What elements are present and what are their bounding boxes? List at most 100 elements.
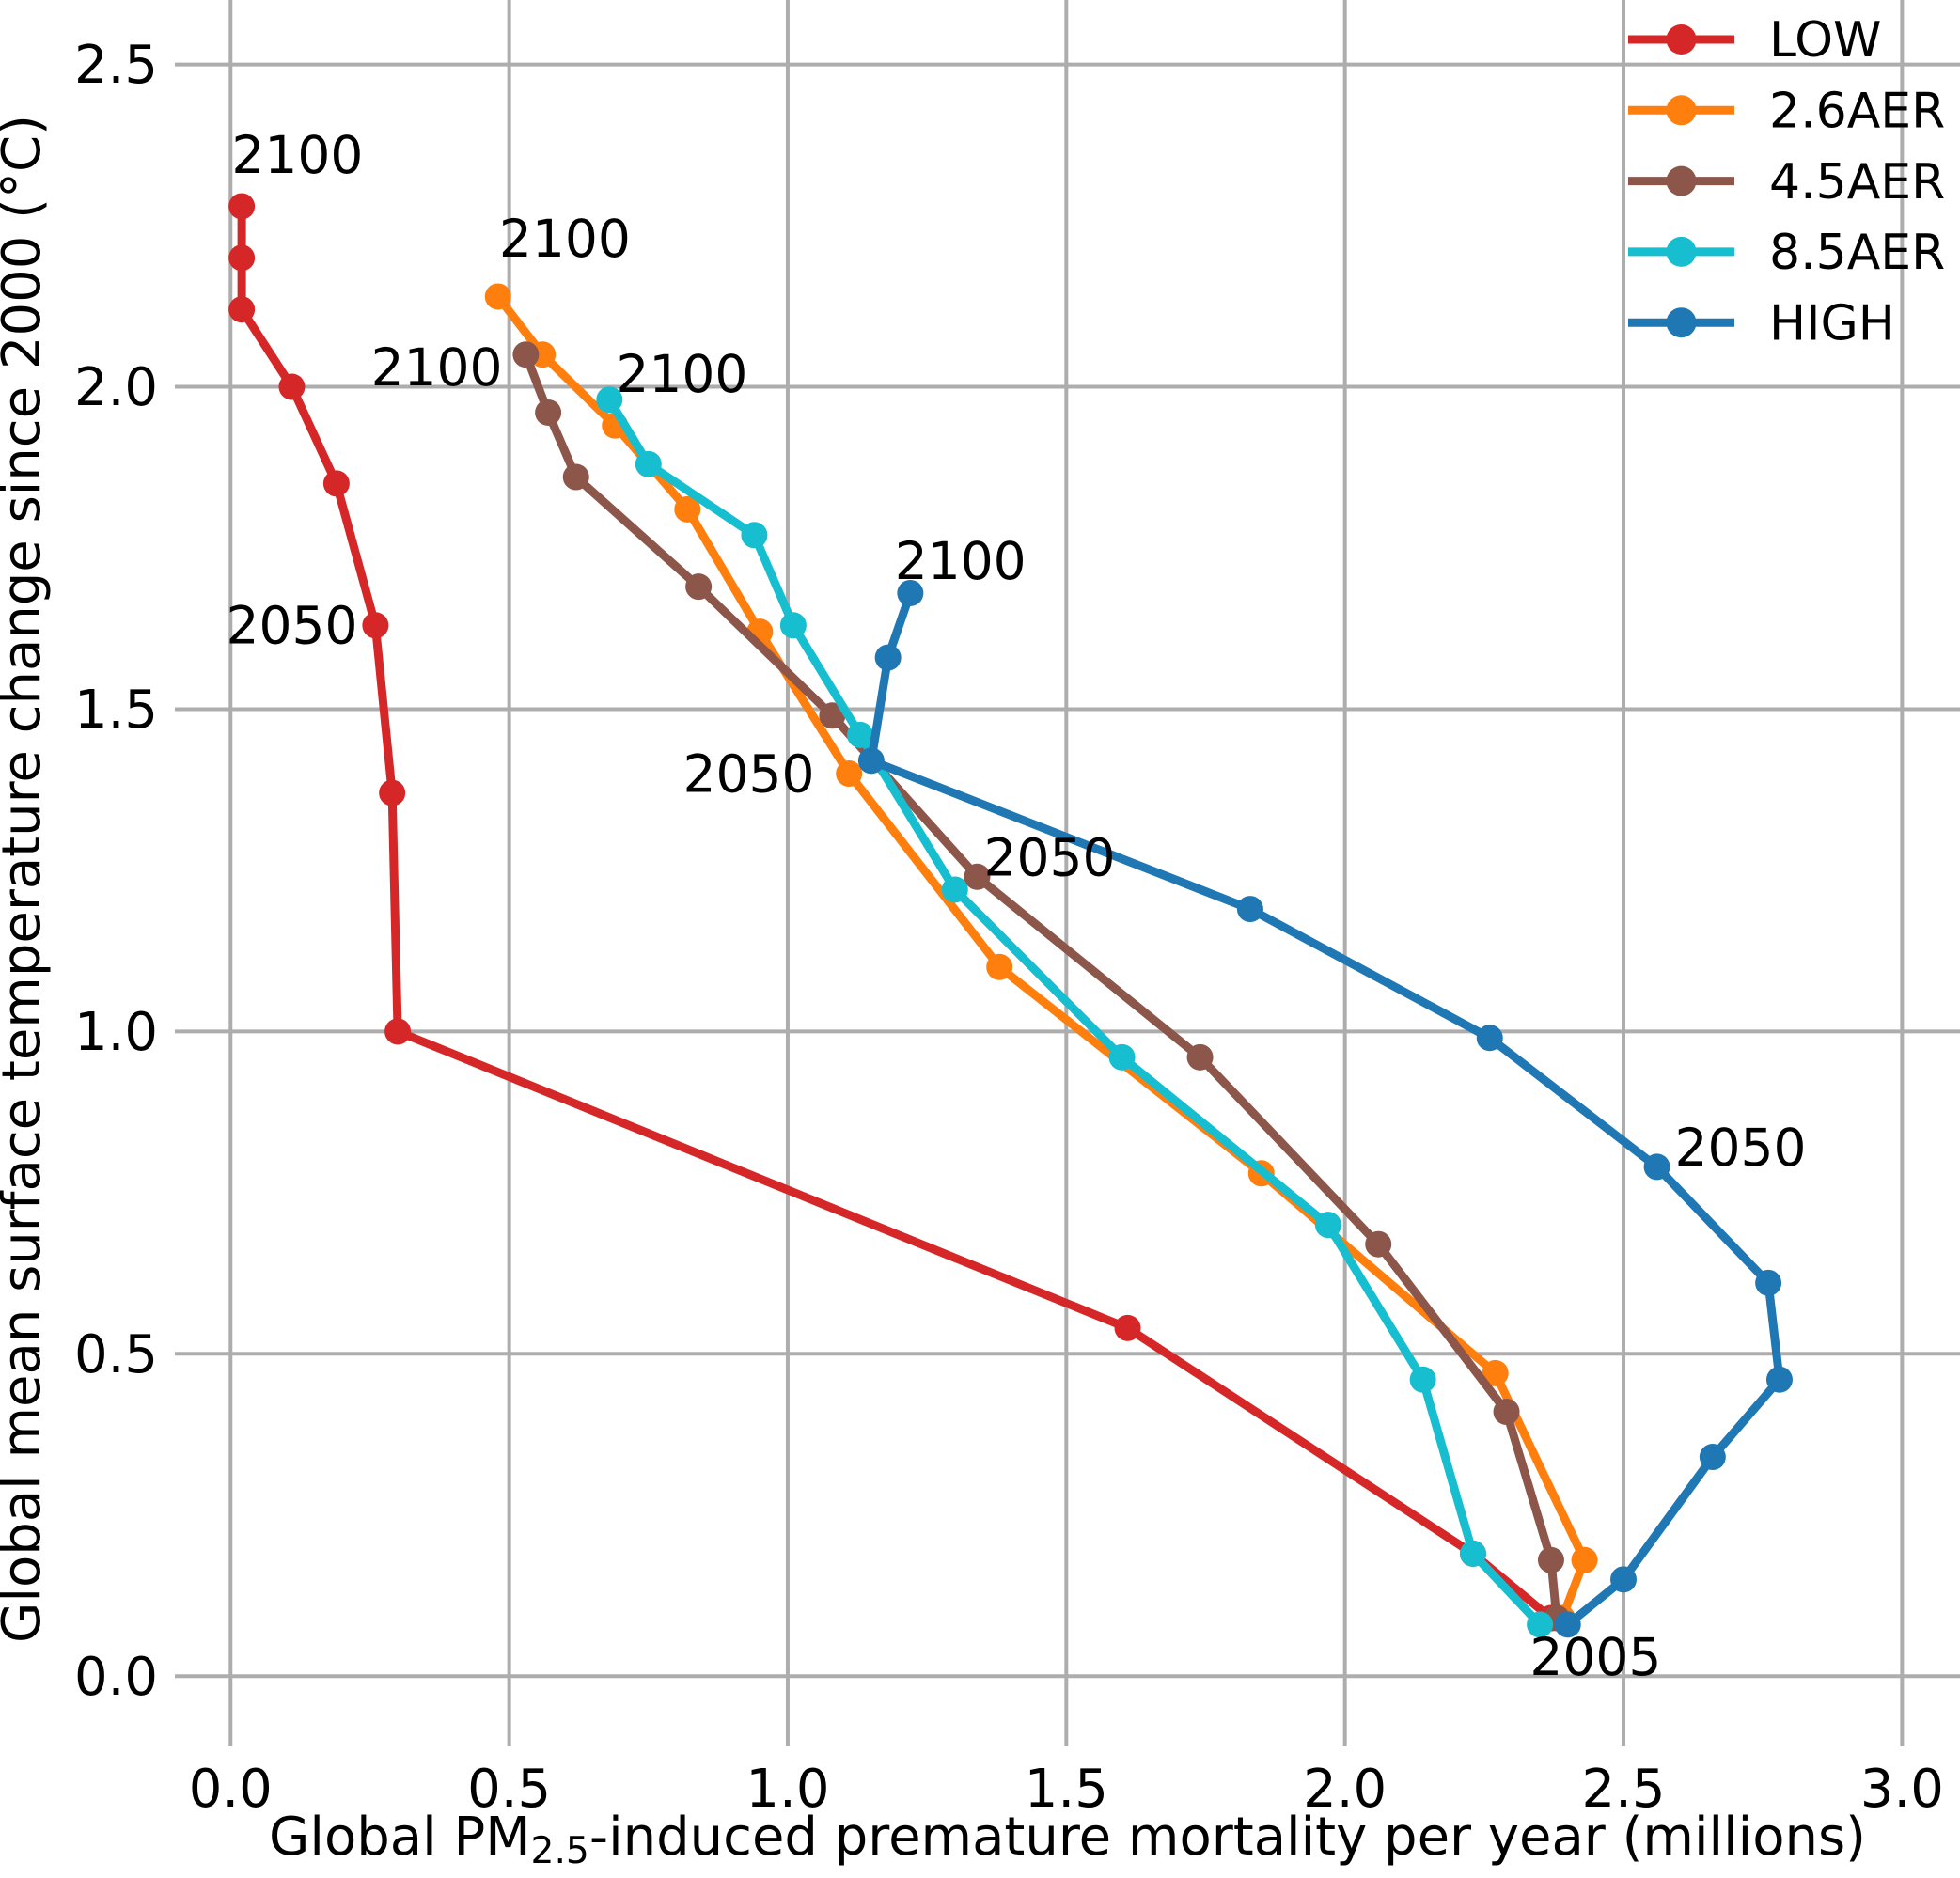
year-annotation: 2050 (1674, 1118, 1806, 1178)
data-point (857, 747, 885, 775)
year-annotation: 2100 (499, 209, 631, 269)
data-point (941, 876, 968, 903)
legend-item-4.5aer: 4.5AER (1628, 154, 1945, 211)
legend-marker-swatch (1666, 24, 1697, 55)
data-point (741, 522, 768, 549)
series-8.5aer (596, 386, 1554, 1638)
data-point (1493, 1399, 1520, 1426)
x-axis-label-prefix: Global PM (269, 1807, 531, 1868)
legend-marker-swatch (1666, 165, 1697, 196)
series-2.6aer (484, 283, 1598, 1632)
data-point (1314, 1212, 1341, 1239)
data-point (1527, 1611, 1554, 1638)
data-point (322, 470, 350, 497)
gridlines (175, 0, 1960, 1746)
x-axis-label-suffix: -induced premature mortality per year (m… (588, 1807, 1866, 1868)
legend-item-high: HIGH (1628, 295, 1895, 352)
x-tick-label: 1.5 (1025, 1759, 1108, 1820)
data-point (874, 644, 902, 671)
series-line (494, 291, 1590, 1623)
x-tick-label: 0.0 (189, 1759, 273, 1820)
y-tick-label: 1.0 (74, 1002, 158, 1063)
legend-label: 8.5AER (1769, 225, 1945, 281)
data-point (362, 612, 389, 639)
data-point (278, 373, 306, 400)
series-line (237, 201, 1556, 1623)
data-point (674, 495, 701, 523)
year-annotation: 2050 (984, 827, 1116, 887)
data-point (847, 721, 874, 748)
x-tick-label: 2.0 (1303, 1759, 1387, 1820)
series-line (867, 588, 1784, 1629)
year-annotation: 2050 (682, 743, 814, 804)
data-point (535, 399, 562, 426)
data-point (1236, 896, 1263, 923)
legend-item-2.6aer: 2.6AER (1628, 84, 1945, 140)
data-point (819, 702, 846, 729)
data-point (384, 1018, 412, 1045)
data-point (1643, 1153, 1670, 1181)
data-point (964, 863, 991, 890)
year-annotation: 2050 (226, 596, 357, 656)
data-point (484, 283, 511, 310)
data-point (379, 779, 406, 806)
data-point (1459, 1540, 1486, 1567)
year-annotation: 2100 (895, 531, 1027, 591)
data-point (1755, 1269, 1782, 1296)
data-point (635, 450, 662, 477)
data-point (512, 341, 540, 368)
data-point (1365, 1230, 1392, 1258)
data-point (1699, 1444, 1726, 1471)
data-point (1765, 1366, 1793, 1393)
data-point (685, 573, 713, 601)
series-low (228, 193, 1564, 1632)
data-point (1482, 1359, 1509, 1386)
data-point (1409, 1366, 1436, 1393)
y-tick-label: 1.5 (74, 680, 158, 741)
data-point (1186, 1043, 1214, 1071)
series-high (857, 579, 1793, 1638)
series-line (604, 395, 1544, 1629)
y-tick-label: 0.0 (74, 1647, 158, 1708)
data-point (562, 463, 589, 491)
legend-label: 4.5AER (1769, 154, 1945, 211)
year-annotation: 2100 (231, 125, 363, 185)
data-point (986, 953, 1013, 980)
data-point (1114, 1314, 1141, 1341)
legend-marker-swatch (1666, 95, 1697, 126)
x-tick-label: 2.5 (1581, 1759, 1665, 1820)
x-tick-label: 0.5 (467, 1759, 551, 1820)
data-point (1108, 1043, 1136, 1071)
data-point (228, 296, 256, 323)
annotations: 2100 2100 2100 2100 2100 2050 2050 2050 2050 2005 (226, 125, 1806, 1687)
x-tick-label: 3.0 (1860, 1759, 1944, 1820)
data-point (228, 193, 256, 220)
data-point (897, 579, 924, 606)
y-tick-labels: 0.0 0.5 1.0 1.5 2.0 2.5 (74, 35, 158, 1708)
y-tick-label: 2.0 (74, 357, 158, 418)
y-tick-label: 2.5 (74, 35, 158, 96)
x-axis-label-subscript: 2.5 (530, 1830, 589, 1873)
y-tick-label: 0.5 (74, 1324, 158, 1385)
data-point (1571, 1546, 1598, 1573)
legend-label: LOW (1769, 12, 1881, 69)
x-tick-label: 1.0 (745, 1759, 829, 1820)
data-point (1610, 1566, 1638, 1593)
year-annotation: 2100 (371, 337, 503, 398)
data-point (779, 612, 807, 639)
series-4.5aer (512, 341, 1570, 1632)
legend-item-8.5aer: 8.5AER (1628, 225, 1945, 281)
legend-item-low: LOW (1628, 12, 1881, 69)
data-point (228, 244, 256, 272)
x-axis-label: Global PM2.5-induced premature mortality… (175, 1807, 1960, 1872)
year-annotation: 2100 (616, 344, 747, 404)
legend: LOW 2.6AER 4.5AER 8.5AER HIGH (1628, 12, 1945, 352)
legend-marker-swatch (1666, 307, 1697, 338)
data-point (1537, 1546, 1564, 1573)
year-annotation: 2005 (1529, 1627, 1661, 1687)
legend-label: HIGH (1769, 295, 1895, 352)
data-point (1554, 1611, 1581, 1638)
y-axis-label: Global mean surface temperature change s… (0, 115, 53, 1643)
